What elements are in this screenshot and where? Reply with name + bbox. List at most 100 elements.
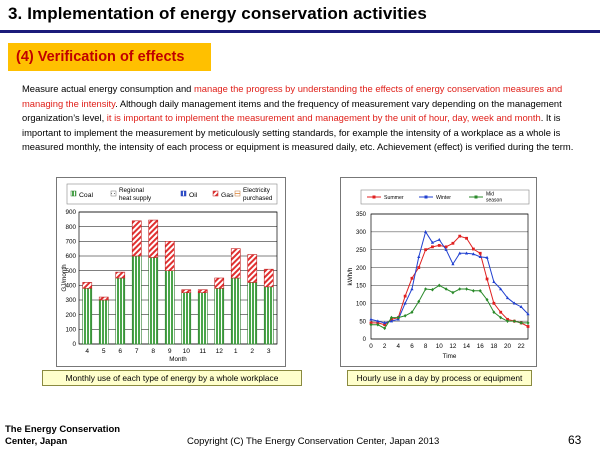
data-point xyxy=(458,234,462,238)
data-point xyxy=(417,255,421,259)
x-tick-label: 2 xyxy=(383,343,387,350)
legend-label: Electricity xyxy=(243,187,271,194)
legend-label: Winter xyxy=(436,195,451,201)
data-point xyxy=(424,287,428,291)
bar-segment xyxy=(82,287,93,345)
data-point xyxy=(396,315,400,320)
legend-label: Summer xyxy=(384,195,404,201)
legend-label: Gas xyxy=(221,192,234,199)
data-point xyxy=(492,301,496,305)
data-point xyxy=(383,323,387,327)
legend-label: Oil xyxy=(189,192,198,199)
caption-hourly: Hourly use in a day by process or equipm… xyxy=(347,370,532,386)
data-point xyxy=(485,297,489,302)
y-tick-label: 600 xyxy=(65,253,76,260)
data-point xyxy=(431,245,434,249)
data-point xyxy=(478,255,482,259)
x-tick-label: 16 xyxy=(477,343,485,350)
footer-organization: The Energy Conservation Center, Japan xyxy=(5,424,120,448)
data-point xyxy=(471,288,475,293)
data-point xyxy=(478,251,482,255)
data-point xyxy=(424,230,428,234)
bar-segment xyxy=(82,282,93,289)
hourly-use-svg: Summer WinterMidseason0501001502002503003… xyxy=(347,189,530,360)
data-point xyxy=(465,236,468,240)
y-tick-label: 500 xyxy=(65,268,76,275)
data-point xyxy=(492,310,496,315)
y-tick-label: 50 xyxy=(359,319,366,325)
bar-segment xyxy=(131,255,142,345)
y-tick-label: 100 xyxy=(65,327,76,334)
data-point xyxy=(499,310,503,314)
data-point xyxy=(526,325,530,328)
data-point xyxy=(451,262,455,266)
y-tick-label: 0 xyxy=(363,337,367,343)
x-tick-label: 11 xyxy=(199,348,206,355)
x-axis-label: Time xyxy=(443,353,457,360)
bar-segment xyxy=(181,292,192,345)
data-point xyxy=(403,301,407,305)
caption-monthly: Monthly use of each type of energy by a … xyxy=(42,370,302,386)
data-point xyxy=(444,247,448,251)
legend-marker xyxy=(424,195,428,199)
bar-segment xyxy=(164,241,175,271)
x-tick-label: 8 xyxy=(424,343,428,350)
data-point xyxy=(506,319,510,323)
data-point xyxy=(376,319,380,323)
series-line xyxy=(370,230,529,324)
data-point xyxy=(478,288,482,293)
data-point xyxy=(424,248,428,252)
bar-segment xyxy=(115,271,126,279)
legend-label: purchased xyxy=(243,195,273,202)
y-tick-label: 250 xyxy=(356,248,367,254)
x-tick-label: 3 xyxy=(267,348,271,355)
x-tick-label: 7 xyxy=(135,348,139,355)
data-point xyxy=(512,319,516,323)
series-line xyxy=(371,284,528,329)
x-tick-label: 0 xyxy=(369,343,373,350)
data-point xyxy=(512,301,516,305)
x-tick-label: 9 xyxy=(168,348,172,355)
data-point xyxy=(451,290,455,295)
body-paragraph: Measure actual energy consumption and ma… xyxy=(22,82,582,155)
y-tick-label: 300 xyxy=(65,297,76,304)
bar-segment xyxy=(115,277,126,345)
y-tick-label: 300 xyxy=(356,230,367,236)
bar-segment xyxy=(98,296,109,301)
data-point xyxy=(471,247,475,251)
legend-label: Regional xyxy=(119,187,144,194)
x-tick-label: 4 xyxy=(85,348,89,355)
x-tick-label: 12 xyxy=(449,343,457,350)
legend-swatch xyxy=(180,190,187,197)
x-tick-label: 14 xyxy=(463,343,471,350)
y-axis-label: kWh/h xyxy=(347,267,354,285)
legend-label: season xyxy=(486,198,502,204)
x-tick-label: 5 xyxy=(102,348,106,355)
slide-title: 3. Implementation of energy conservation… xyxy=(8,4,427,23)
bar-segment xyxy=(197,292,208,345)
y-tick-label: 150 xyxy=(356,284,367,290)
bar-segment xyxy=(98,299,109,345)
x-tick-label: 10 xyxy=(436,343,444,350)
data-point xyxy=(430,287,434,292)
y-tick-label: 200 xyxy=(65,312,76,319)
y-tick-label: 350 xyxy=(356,212,367,218)
legend-label: heat supply xyxy=(119,195,152,202)
legend-swatch xyxy=(70,190,77,197)
x-tick-label: 12 xyxy=(216,348,224,355)
bar-segment xyxy=(247,282,258,345)
bar-segment xyxy=(148,219,159,258)
data-point xyxy=(458,251,462,255)
data-point xyxy=(417,266,421,269)
y-tick-label: 100 xyxy=(356,301,367,307)
copyright: Copyright (C) The Energy Conservation Ce… xyxy=(187,436,440,447)
data-point xyxy=(437,237,441,241)
data-point xyxy=(499,287,503,291)
section-heading: (4) Verification of effects xyxy=(8,43,211,71)
data-point xyxy=(376,322,380,327)
data-point xyxy=(485,255,489,259)
bar-segment xyxy=(230,248,241,279)
data-point xyxy=(485,277,489,281)
